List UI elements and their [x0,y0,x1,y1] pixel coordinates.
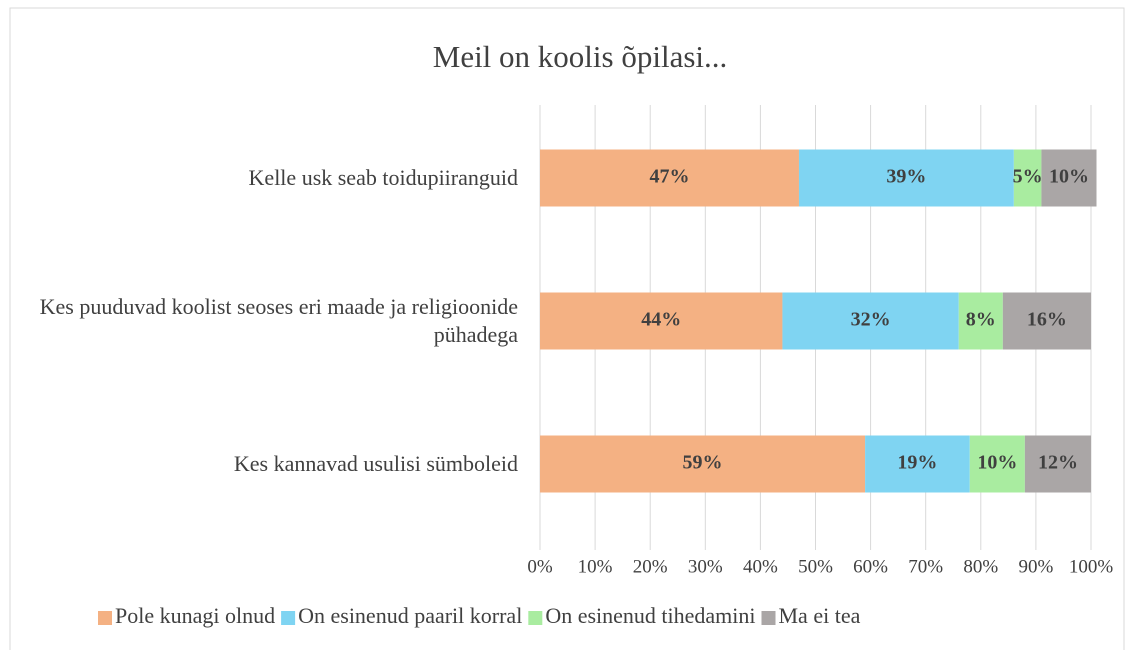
x-tick-label: 80% [963,556,998,577]
legend-swatch [761,611,776,625]
bar-segment [540,435,866,493]
bar-segment [958,292,1003,350]
legend-label: Pole kunagi olnud [115,603,275,628]
chart-title: Meil on koolis õpilasi... [433,39,728,74]
data-label: 44% [641,309,681,331]
x-tick-label: 20% [633,556,668,577]
x-tick-label: 100% [1069,556,1114,577]
y-tick-label: Kelle usk seab toidupiiranguid [248,165,518,190]
bar-segment [1002,292,1091,350]
y-tick-label: Kes puuduvad koolist seoses eri maade ja… [39,294,518,347]
bar-segment [1013,149,1042,207]
data-label: 39% [886,166,926,188]
x-tick-label: 30% [688,556,723,577]
data-label: 10% [1049,166,1089,188]
bar-segment [798,149,1014,207]
x-tick-label: 50% [798,556,833,577]
legend-swatch [281,611,296,625]
bar-segment [969,435,1025,493]
x-tick-label: 70% [908,556,943,577]
legend-label: Ma ei tea [779,603,861,628]
bar-segment [782,292,959,350]
data-label: 8% [966,309,996,331]
bar-segment [1041,149,1097,207]
data-label: 32% [851,309,891,331]
bar-segment [540,149,799,207]
legend-swatch [528,611,543,625]
data-label: 16% [1027,309,1067,331]
x-tick-label: 10% [578,556,613,577]
x-tick-label: 40% [743,556,778,577]
legend-label: On esinenud paaril korral [298,603,522,628]
x-tick-label: 60% [853,556,888,577]
data-label: 12% [1038,452,1078,474]
y-tick-label: Kes kannavad usulisi sümboleid [233,451,518,476]
chart-border [9,7,1125,650]
x-tick-label: 90% [1018,556,1053,577]
legend-swatch [98,611,112,625]
legend-label: On esinenud tihedamini [545,603,755,628]
data-label: 59% [683,452,723,474]
x-tick-label: 0% [527,556,553,577]
bar-segment [865,435,970,493]
data-label: 47% [649,166,689,188]
bar-segment [540,292,783,350]
data-label: 19% [897,452,937,474]
bar-segment [1024,435,1091,493]
data-label: 10% [977,452,1017,474]
data-label: 5% [1013,166,1043,188]
